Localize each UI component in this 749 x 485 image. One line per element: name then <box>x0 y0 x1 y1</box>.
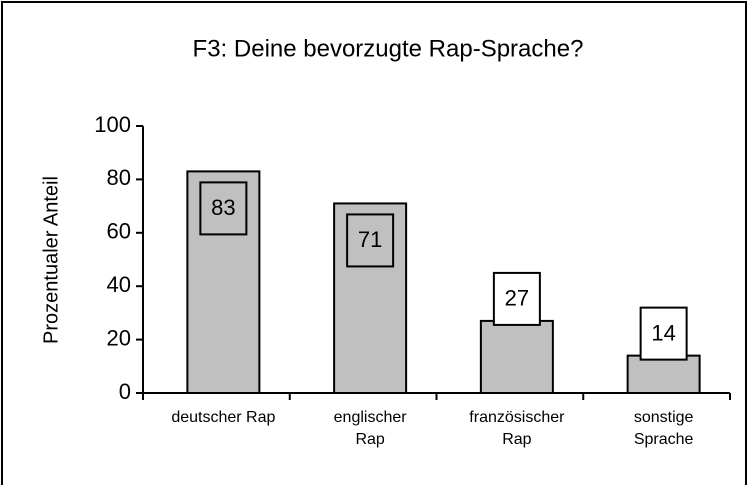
value-label: 27 <box>505 286 529 311</box>
y-tick-label: 100 <box>94 112 131 137</box>
value-label: 71 <box>358 227 382 252</box>
y-tick-label: 80 <box>107 165 131 190</box>
y-tick-label: 60 <box>107 219 131 244</box>
chart-title: F3: Deine bevorzugte Rap-Sprache? <box>193 35 584 62</box>
y-tick-label: 40 <box>107 272 131 297</box>
x-tick-label: deutscher Rap <box>171 409 276 426</box>
y-tick-label: 20 <box>107 325 131 350</box>
value-label: 14 <box>651 320 675 345</box>
x-tick-label: französischer Rap <box>469 409 565 448</box>
y-axis-label: Prozentualer Anteil <box>40 176 62 344</box>
value-label-box <box>492 271 541 326</box>
bar <box>479 319 554 394</box>
value-label: 83 <box>211 195 235 220</box>
value-label-box <box>199 181 248 236</box>
y-tick-label: 0 <box>119 379 131 404</box>
x-tick-label: sonstige Sprache <box>633 409 694 448</box>
value-label-box <box>639 306 688 361</box>
bar <box>626 354 701 394</box>
value-label-box <box>346 213 395 268</box>
x-tick-label: englischer Rap <box>333 409 407 448</box>
